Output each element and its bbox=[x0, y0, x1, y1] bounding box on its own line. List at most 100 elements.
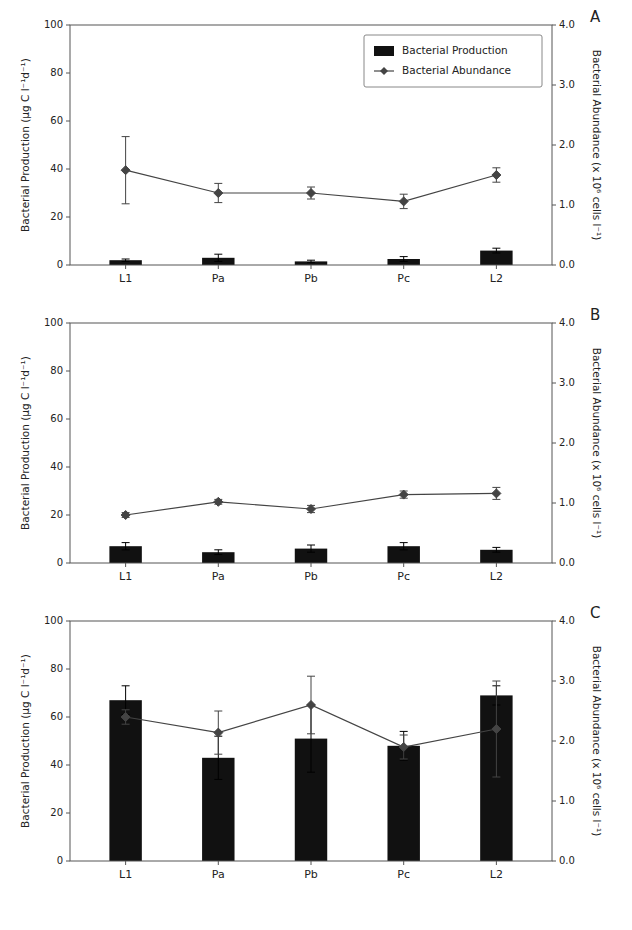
y2-tick-label: 2.0 bbox=[559, 437, 575, 448]
x-tick-label: Pa bbox=[212, 272, 225, 285]
error-cap bbox=[400, 549, 408, 550]
x-tick-label: Pb bbox=[304, 272, 318, 285]
panel: 0204060801000.01.02.03.04.0L1PaPbPcL2Bac… bbox=[19, 604, 603, 881]
chart-figure: 0204060801000.01.02.03.04.0L1PaPbPcL2Bac… bbox=[0, 0, 632, 930]
plot-frame bbox=[70, 323, 552, 563]
bar bbox=[109, 700, 141, 861]
error-bar bbox=[307, 505, 315, 512]
panel: 0204060801000.01.02.03.04.0L1PaPbPcL2Bac… bbox=[19, 306, 603, 583]
x-tick-label: Pb bbox=[304, 570, 318, 583]
y2-axis-label: Bacterial Abundance (x 10⁶ cells l⁻¹) bbox=[591, 50, 603, 241]
x-tick-label: L1 bbox=[119, 272, 132, 285]
error-bar bbox=[400, 194, 408, 208]
y2-tick-label: 4.0 bbox=[559, 19, 575, 30]
x-tick bbox=[311, 861, 312, 865]
plot-frame bbox=[70, 25, 552, 265]
error-cap bbox=[400, 256, 408, 257]
y-tick bbox=[66, 265, 70, 266]
y2-tick-label: 4.0 bbox=[559, 317, 575, 328]
error-cap bbox=[400, 261, 408, 262]
y-tick bbox=[66, 73, 70, 74]
x-tick-label: Pc bbox=[397, 570, 410, 583]
y2-tick bbox=[552, 563, 556, 564]
error-bar bbox=[492, 681, 500, 777]
y-tick-label: 0 bbox=[57, 259, 63, 270]
error-cap bbox=[122, 685, 130, 686]
x-tick-label: L2 bbox=[490, 272, 503, 285]
error-cap bbox=[400, 760, 408, 761]
error-cap bbox=[492, 777, 500, 778]
y-tick-label: 20 bbox=[50, 807, 63, 818]
y-tick bbox=[66, 371, 70, 372]
y-axis-label: Bacterial Production (μg C l⁻¹d⁻¹) bbox=[19, 58, 31, 232]
marker bbox=[307, 189, 316, 198]
marker bbox=[492, 489, 501, 498]
y2-tick bbox=[552, 265, 556, 266]
x-tick bbox=[496, 861, 497, 865]
plot-area bbox=[109, 487, 512, 563]
error-bar bbox=[492, 168, 500, 182]
y2-tick-label: 2.0 bbox=[559, 735, 575, 746]
plot-frame bbox=[70, 621, 552, 861]
error-cap bbox=[307, 676, 315, 677]
x-tick-label: L2 bbox=[490, 570, 503, 583]
y-tick-label: 100 bbox=[44, 19, 63, 30]
error-bar bbox=[122, 686, 130, 715]
error-cap bbox=[214, 754, 222, 755]
error-bar bbox=[307, 260, 315, 262]
marker bbox=[307, 701, 316, 710]
error-bar bbox=[122, 710, 130, 724]
error-cap bbox=[307, 199, 315, 200]
error-cap bbox=[492, 253, 500, 254]
error-stem bbox=[125, 543, 126, 550]
x-tick bbox=[125, 861, 126, 865]
bar bbox=[480, 251, 512, 265]
marker bbox=[399, 743, 408, 752]
x-tick bbox=[311, 265, 312, 269]
error-cap bbox=[307, 733, 315, 734]
error-cap bbox=[307, 545, 315, 546]
error-cap bbox=[492, 182, 500, 183]
y-tick bbox=[66, 121, 70, 122]
error-bar bbox=[122, 543, 130, 550]
plot-area bbox=[109, 676, 512, 861]
y-tick bbox=[66, 669, 70, 670]
y-tick bbox=[66, 813, 70, 814]
x-tick bbox=[218, 265, 219, 269]
legend-label: Bacterial Abundance bbox=[402, 64, 511, 76]
bar bbox=[480, 550, 512, 563]
line bbox=[126, 170, 497, 201]
y2-tick bbox=[552, 621, 556, 622]
y2-tick bbox=[552, 205, 556, 206]
marker bbox=[214, 497, 223, 506]
y2-tick-label: 0.0 bbox=[559, 855, 575, 866]
legend-swatch bbox=[374, 46, 394, 56]
panel-label: A bbox=[590, 8, 601, 26]
x-tick bbox=[403, 563, 404, 567]
error-cap bbox=[400, 759, 408, 760]
error-bar bbox=[214, 183, 222, 202]
y-tick bbox=[66, 467, 70, 468]
y-tick-label: 60 bbox=[50, 413, 63, 424]
error-cap bbox=[122, 136, 130, 137]
marker bbox=[121, 166, 130, 175]
error-bar bbox=[307, 187, 315, 199]
legend-box bbox=[364, 35, 542, 87]
error-cap bbox=[214, 254, 222, 255]
error-cap bbox=[122, 709, 130, 710]
y2-tick bbox=[552, 681, 556, 682]
error-cap bbox=[307, 262, 315, 263]
y-tick-label: 100 bbox=[44, 317, 63, 328]
error-cap bbox=[400, 208, 408, 209]
x-tick bbox=[496, 265, 497, 269]
marker bbox=[492, 171, 501, 180]
x-tick-label: Pb bbox=[304, 868, 318, 881]
y-tick-label: 0 bbox=[57, 557, 63, 568]
line bbox=[126, 493, 497, 515]
marker bbox=[399, 490, 408, 499]
error-stem bbox=[496, 248, 497, 253]
y-tick-label: 20 bbox=[50, 211, 63, 222]
y-tick bbox=[66, 169, 70, 170]
y2-tick bbox=[552, 741, 556, 742]
panel-label: C bbox=[590, 604, 600, 622]
